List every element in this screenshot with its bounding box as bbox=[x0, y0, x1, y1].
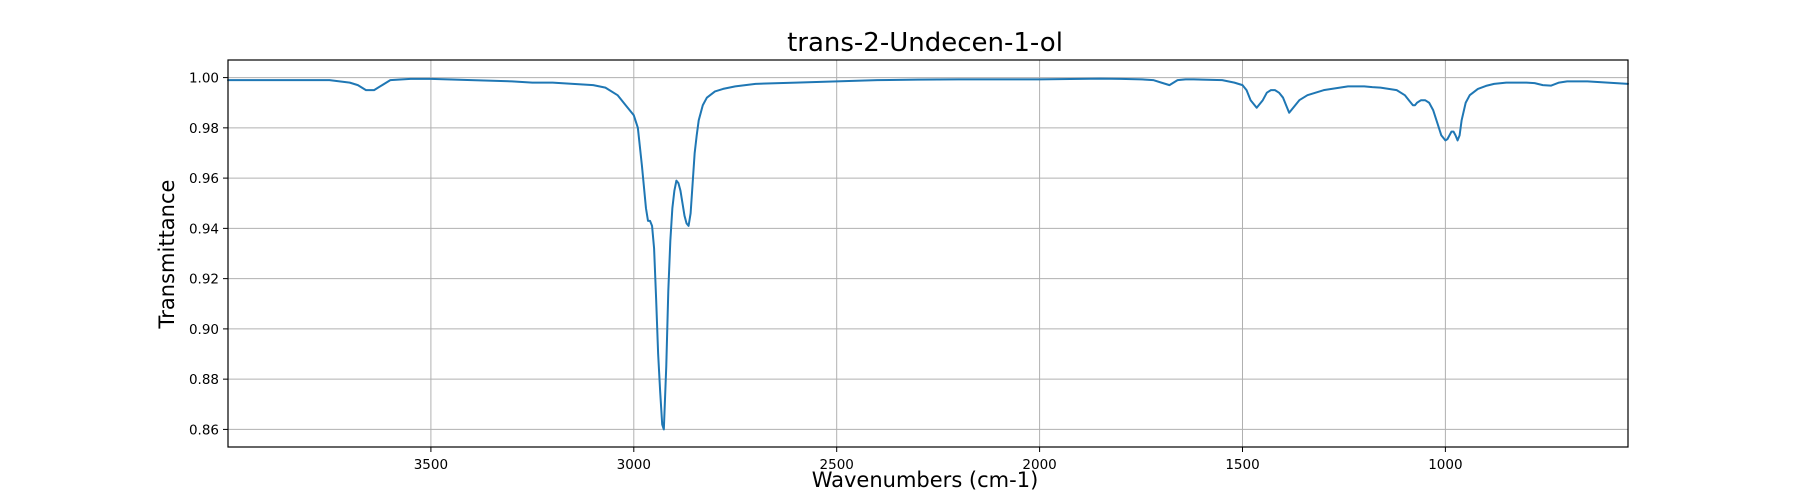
y-tick-label-7: 1.00 bbox=[189, 71, 219, 87]
x-axis-label: Wavenumbers (cm-1) bbox=[812, 468, 1039, 492]
y-tick-label-5: 0.96 bbox=[189, 171, 219, 187]
x-tick-label-2000: 2000 bbox=[1022, 457, 1056, 473]
y-tick-label-0: 0.86 bbox=[189, 422, 219, 438]
y-axis-label: Transmittance bbox=[155, 180, 179, 330]
x-axis-ticks: 3500 3000 2500 2000 1500 1000 bbox=[414, 447, 1463, 473]
x-tick-label-1500: 1500 bbox=[1225, 457, 1259, 473]
x-tick-label-1000: 1000 bbox=[1428, 457, 1462, 473]
horizontal-grid-lines bbox=[228, 77, 1628, 430]
y-axis-ticks: 0.86 0.88 0.90 0.92 0.94 0.96 0.98 1.00 bbox=[189, 71, 228, 438]
y-tick-label-4: 0.94 bbox=[189, 221, 219, 237]
vertical-grid-lines bbox=[430, 60, 1446, 447]
transmittance-series-line bbox=[227, 77, 1629, 431]
x-tick-label-3000: 3000 bbox=[617, 457, 651, 473]
plot-frame bbox=[227, 59, 1629, 448]
x-tick-label-3500: 3500 bbox=[414, 457, 448, 473]
y-tick-label-6: 0.98 bbox=[189, 121, 219, 137]
chart-title: trans-2-Undecen-1-ol bbox=[787, 28, 1063, 58]
y-tick-label-3: 0.92 bbox=[189, 272, 219, 288]
y-tick-label-1: 0.88 bbox=[189, 372, 219, 388]
x-tick-label-2500: 2500 bbox=[820, 457, 854, 473]
y-tick-label-2: 0.90 bbox=[189, 322, 219, 338]
